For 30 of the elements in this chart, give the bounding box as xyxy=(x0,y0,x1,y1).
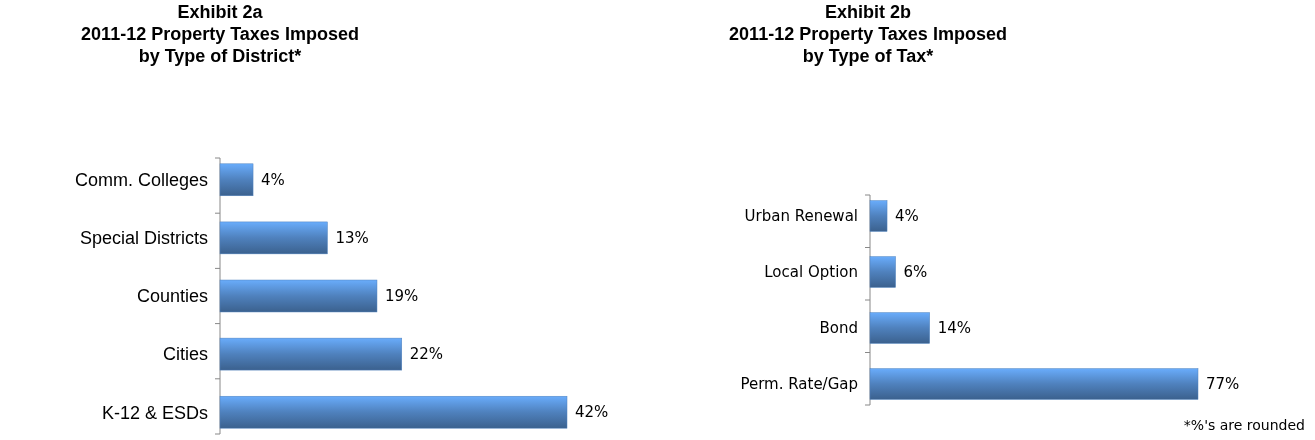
y-tick-label: Comm. Colleges xyxy=(74,170,208,191)
bar xyxy=(219,395,568,429)
bar xyxy=(219,279,378,313)
data-label: 22% xyxy=(409,345,444,364)
data-label: 4% xyxy=(261,171,285,190)
y-tick-label: Urban Renewal xyxy=(744,207,858,226)
data-label: 13% xyxy=(335,229,369,248)
bar xyxy=(869,312,930,344)
data-label: 4% xyxy=(895,207,919,226)
y-tick-label: Local Option xyxy=(764,263,858,282)
chart-title: Exhibit 2a 2011-12 Property Taxes Imposed by Type of District* xyxy=(81,2,359,66)
y-tick-label: K-12 & ESDs xyxy=(101,402,208,423)
data-label: 42% xyxy=(575,403,609,422)
text: *%'s are rounded xyxy=(1183,417,1305,433)
y-tick-label: Perm. Rate/Gap xyxy=(740,375,858,394)
y-tick-label: Counties xyxy=(136,286,208,307)
bar xyxy=(219,163,254,197)
data-label: 6% xyxy=(903,263,928,282)
data-label: 19% xyxy=(384,287,419,306)
chart-title: Exhibit 2b 2011-12 Property Taxes Imposed by Type of Tax* xyxy=(729,2,1007,66)
bar xyxy=(869,256,896,288)
y-tick-label: Cities xyxy=(162,344,208,365)
data-label: 77% xyxy=(1206,375,1240,394)
bar xyxy=(219,337,403,371)
bar xyxy=(219,221,328,255)
y-tick-label: Bond xyxy=(819,319,858,338)
y-tick-label: Special Districts xyxy=(79,228,208,249)
data-label: 14% xyxy=(937,319,971,338)
bar xyxy=(869,368,1199,400)
bar xyxy=(869,200,888,232)
